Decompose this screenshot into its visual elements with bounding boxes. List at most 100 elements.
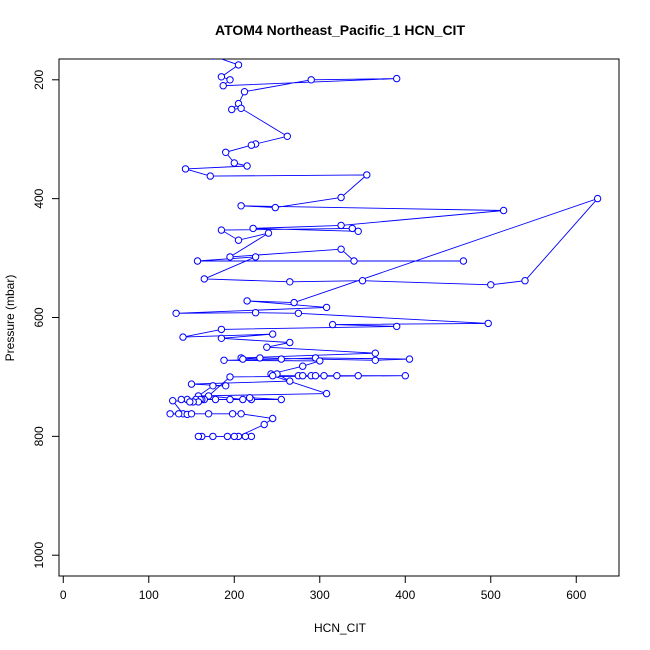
y-tick-label: 200 [32, 69, 46, 89]
data-point [354, 227, 362, 236]
data-point [348, 224, 356, 233]
data-point [234, 236, 243, 244]
data-point [179, 333, 187, 341]
y-axis: 200 400 600 800 1000 [32, 69, 60, 569]
data-point [187, 410, 196, 418]
series-line [170, 59, 600, 437]
data-point [337, 245, 345, 253]
data-point [337, 221, 345, 230]
data-point [177, 395, 186, 404]
data-point [311, 372, 320, 380]
data-point [393, 74, 401, 83]
data-point [286, 278, 294, 286]
x-axis: 0 100 200 300 400 500 600 [60, 575, 587, 602]
data-point [299, 362, 307, 370]
data-point [401, 372, 409, 380]
data-point [166, 410, 174, 418]
data-point [222, 148, 230, 157]
data-point [169, 397, 177, 405]
data-point [371, 349, 379, 357]
data-point [246, 394, 254, 402]
data-point [487, 281, 495, 289]
data-point [320, 372, 328, 380]
data-point [371, 356, 379, 364]
data-point [286, 338, 294, 347]
data-point [217, 325, 226, 334]
data-point [230, 159, 239, 167]
data-point [249, 224, 257, 233]
y-tick-label: 800 [32, 426, 46, 446]
data-point [247, 141, 256, 149]
x-tick-label: 100 [139, 588, 159, 602]
data-point [290, 298, 298, 307]
data-point [358, 277, 367, 285]
data-point [241, 432, 250, 441]
data-point [521, 277, 529, 285]
data-point [354, 372, 362, 380]
data-point [226, 253, 234, 261]
data-point [239, 395, 247, 404]
y-tick-label: 400 [32, 188, 46, 208]
data-point [271, 203, 279, 212]
data-point [228, 105, 236, 114]
data-point [333, 372, 341, 380]
data-point [499, 206, 508, 215]
data-point [234, 61, 243, 69]
data-point [251, 253, 260, 261]
data-point [194, 432, 203, 441]
y-axis-label: Pressure (mbar) [3, 275, 17, 362]
data-point [209, 432, 217, 441]
data-point [286, 377, 294, 385]
data-point [277, 395, 285, 404]
data-point [277, 355, 285, 363]
x-axis-label: HCN_CIT [314, 621, 367, 635]
data-point [186, 398, 194, 406]
plot-area [58, 58, 620, 577]
data-point [256, 354, 264, 362]
data-point [211, 395, 220, 404]
data-point [239, 355, 247, 363]
y-tick-label: 1000 [32, 542, 46, 569]
data-point [322, 389, 331, 398]
data-point [200, 275, 209, 283]
data-point [243, 297, 251, 305]
data-point [223, 432, 232, 441]
data-point [228, 410, 237, 418]
data-point [269, 372, 277, 380]
data-point [405, 355, 414, 363]
data-point [316, 357, 324, 365]
data-point [337, 193, 345, 202]
chart-title: ATOM4 Northeast_Pacific_1 HCN_CIT [215, 22, 465, 38]
data-point [172, 309, 180, 317]
data-point [237, 202, 245, 210]
data-point [222, 382, 230, 390]
x-tick-label: 500 [481, 588, 501, 602]
data-point [269, 330, 277, 338]
data-point [484, 319, 492, 328]
data-point [328, 320, 337, 329]
data-point [459, 257, 468, 265]
data-point [240, 88, 249, 96]
data-point [209, 382, 217, 390]
data-point [226, 395, 234, 404]
data-point [269, 414, 277, 423]
data-point [217, 334, 226, 342]
x-tick-label: 400 [395, 588, 415, 602]
data-point [181, 165, 190, 173]
data-point [593, 194, 602, 203]
data-point [363, 171, 371, 179]
data-point [294, 309, 303, 317]
data-point [243, 162, 251, 170]
data-point [226, 373, 234, 381]
y-tick-label: 600 [32, 307, 46, 327]
data-point [217, 73, 226, 81]
data-point [219, 82, 227, 90]
data-point [264, 229, 273, 237]
x-tick-label: 200 [224, 588, 244, 602]
data-point [322, 303, 331, 312]
data-point [226, 76, 234, 84]
data-point [393, 322, 401, 331]
data-point [237, 410, 245, 418]
data-point [175, 410, 183, 418]
series [166, 59, 602, 441]
